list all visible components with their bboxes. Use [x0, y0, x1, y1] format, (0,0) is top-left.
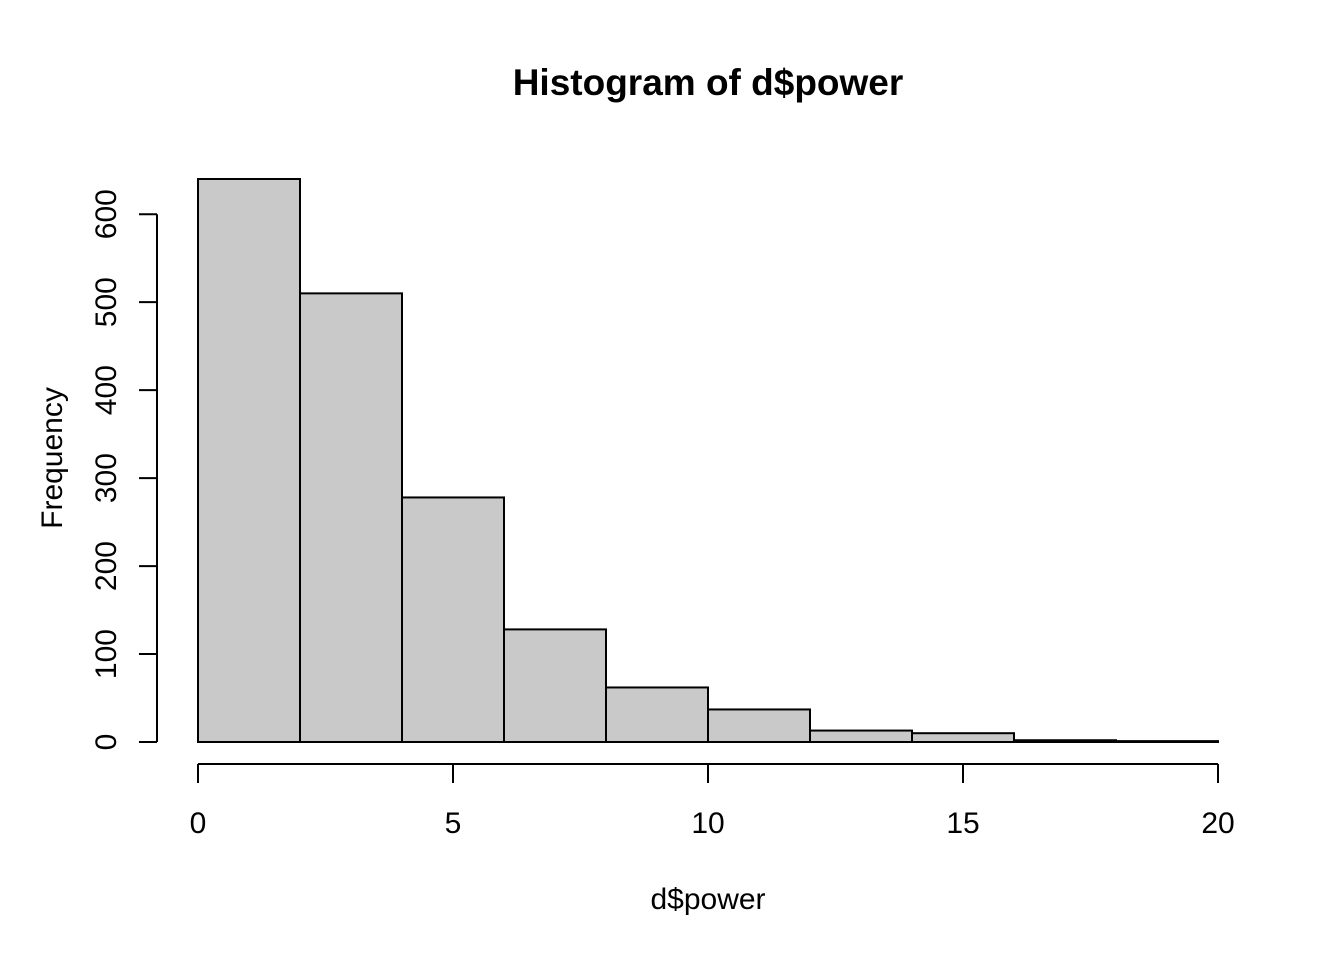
y-axis: 0 100 200 300 400 500 600	[90, 189, 158, 751]
x-axis-label: d$power	[650, 883, 765, 916]
histogram-bar	[1115, 740, 1219, 743]
histogram-bar	[503, 628, 607, 744]
x-tick-label: 15	[946, 807, 979, 840]
y-tick-label: 100	[90, 629, 123, 679]
histogram-bar	[299, 292, 403, 743]
histogram-bar	[605, 686, 709, 743]
histogram-bar	[401, 496, 505, 743]
histogram-bar	[809, 729, 913, 744]
y-tick-label: 200	[90, 541, 123, 591]
x-axis: 0 5 10 15 20	[190, 763, 1235, 840]
x-tick-label: 0	[190, 807, 207, 840]
bars-group	[197, 178, 1219, 744]
histogram-bar	[911, 732, 1015, 743]
y-tick-label: 0	[90, 734, 123, 751]
y-tick-label: 300	[90, 453, 123, 503]
y-tick-label: 500	[90, 277, 123, 327]
chart-title: Histogram of d$power	[513, 62, 904, 103]
histogram-bar	[1013, 739, 1117, 743]
y-tick-label: 600	[90, 189, 123, 239]
y-axis-label: Frequency	[36, 387, 69, 529]
histogram-bar	[707, 708, 811, 743]
x-tick-label: 10	[691, 807, 724, 840]
x-tick-label: 5	[445, 807, 462, 840]
x-tick-label: 20	[1201, 807, 1234, 840]
histogram-bar	[197, 178, 301, 743]
y-tick-label: 400	[90, 365, 123, 415]
